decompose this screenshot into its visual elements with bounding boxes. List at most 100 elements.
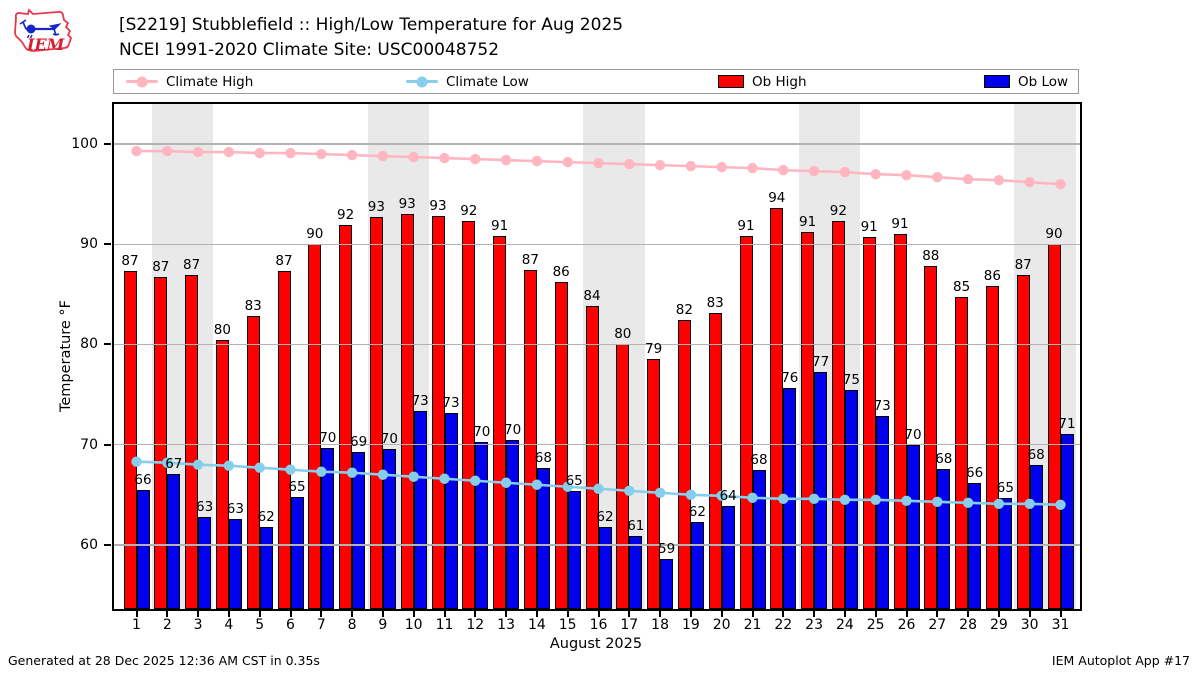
climate-low-marker: [470, 475, 481, 486]
climate-low-marker: [223, 460, 235, 471]
x-tick-label: 27: [928, 617, 947, 633]
x-tick-mark: [720, 611, 723, 617]
x-tick-label: 13: [497, 617, 515, 633]
ob-high-bar: [708, 313, 722, 609]
climate-low-marker: [901, 495, 912, 506]
x-tick-mark: [628, 611, 631, 617]
x-tick-mark: [813, 611, 816, 617]
climate-high-marker: [131, 145, 142, 157]
ob-high-value-label: 90: [1045, 226, 1063, 243]
climate-low-marker: [500, 477, 512, 488]
climate-low-marker: [839, 494, 851, 505]
ob-high-bar: [493, 236, 507, 609]
ob-high-value-label: 83: [706, 295, 724, 312]
climate-high-marker: [932, 171, 943, 183]
ob-low-value-label: 62: [257, 508, 275, 525]
ob-low-value-label: 69: [350, 433, 368, 450]
ob-low-value-label: 63: [196, 498, 214, 515]
climate-high-marker: [839, 166, 851, 178]
x-tick-label: 3: [193, 617, 203, 633]
ob-high-bar: [154, 277, 168, 609]
x-tick-mark: [751, 611, 754, 617]
y-tick-mark: [104, 343, 111, 346]
climate-low-marker: [377, 469, 389, 480]
climate-high-marker: [346, 149, 358, 161]
ob-low-value-label: 68: [750, 451, 768, 468]
y-tick-label: 60: [80, 536, 98, 553]
x-tick-label: 15: [558, 617, 577, 633]
x-tick-mark: [505, 611, 508, 617]
ob-high-bar: [985, 286, 999, 609]
climate-low-marker: [408, 471, 419, 482]
iem-logo: IEM: [8, 4, 74, 68]
ob-low-value-label: 68: [1027, 446, 1045, 463]
x-tick-mark: [905, 611, 908, 617]
ob-low-bar: [413, 410, 427, 609]
ob-high-bar: [339, 225, 353, 609]
ob-low-value-label: 65: [565, 472, 583, 489]
legend-label: Climate Low: [446, 73, 529, 90]
x-tick-label: 4: [224, 617, 234, 633]
climate-high-marker: [808, 165, 820, 177]
ob-low-bar: [167, 473, 181, 609]
x-tick-mark: [258, 611, 261, 617]
ob-high-value-label: 87: [275, 253, 293, 270]
ob-low-swatch-icon: [984, 75, 1010, 88]
legend-item-climate-low: Climate Low: [406, 70, 529, 93]
x-tick-label: 6: [286, 617, 295, 633]
climate-high-marker: [747, 162, 758, 174]
ob-high-value-label: 94: [768, 190, 786, 207]
ob-low-bar: [321, 447, 335, 609]
ob-high-bar: [400, 214, 414, 609]
x-tick-mark: [135, 611, 138, 617]
ob-low-bar: [136, 489, 150, 609]
x-tick-label: 11: [435, 617, 454, 633]
ob-high-bar: [801, 232, 815, 609]
ob-low-bar: [721, 505, 735, 609]
legend-item-climate-high: Climate High: [126, 70, 253, 93]
x-tick-label: 10: [404, 617, 423, 633]
gridline: [114, 143, 1080, 145]
ob-high-bar: [677, 320, 691, 609]
legend-item-ob-high: Ob High: [718, 70, 807, 93]
footer-generated-at: Generated at 28 Dec 2025 12:36 AM CST in…: [8, 653, 320, 668]
climate-high-marker: [685, 160, 697, 172]
ob-high-bar: [185, 275, 199, 609]
ob-high-value-label: 86: [983, 268, 1001, 285]
climate-low-marker: [131, 456, 142, 467]
x-tick-mark: [659, 611, 662, 617]
climate-low-marker: [1055, 499, 1066, 510]
legend-label: Ob High: [752, 73, 807, 90]
y-tick-mark: [104, 143, 111, 146]
gridline: [114, 343, 1080, 346]
climate-high-marker: [377, 150, 389, 162]
ob-high-value-label: 87: [152, 259, 170, 276]
ob-high-bar: [554, 282, 568, 609]
ob-low-value-label: 66: [966, 464, 984, 481]
ob-high-bar: [123, 271, 137, 609]
x-tick-label: 25: [866, 617, 885, 633]
ob-low-bar: [598, 526, 612, 609]
ob-high-value-label: 88: [922, 248, 940, 265]
ob-high-bar: [277, 271, 291, 609]
x-tick-label: 22: [774, 617, 793, 633]
y-axis-title: Temperature °F: [58, 299, 74, 413]
x-tick-label: 5: [255, 617, 265, 633]
y-tick-mark: [104, 543, 111, 546]
ob-low-bar: [752, 469, 766, 609]
climate-low-marker: [685, 489, 697, 500]
iowa-outline-icon: IEM: [14, 8, 73, 54]
climate-high-marker: [1024, 176, 1035, 188]
x-tick-label: 17: [620, 617, 639, 633]
x-tick-mark: [1028, 611, 1031, 617]
y-tick-label: 100: [71, 136, 98, 153]
ob-low-value-label: 61: [627, 517, 645, 534]
ob-high-value-label: 80: [213, 322, 231, 339]
ob-low-bar: [968, 482, 982, 609]
ob-low-value-label: 76: [781, 369, 799, 386]
x-tick-label: 8: [347, 617, 357, 633]
ob-low-bar: [259, 526, 273, 609]
ob-high-swatch-icon: [718, 75, 744, 88]
ob-low-bar: [998, 497, 1012, 609]
